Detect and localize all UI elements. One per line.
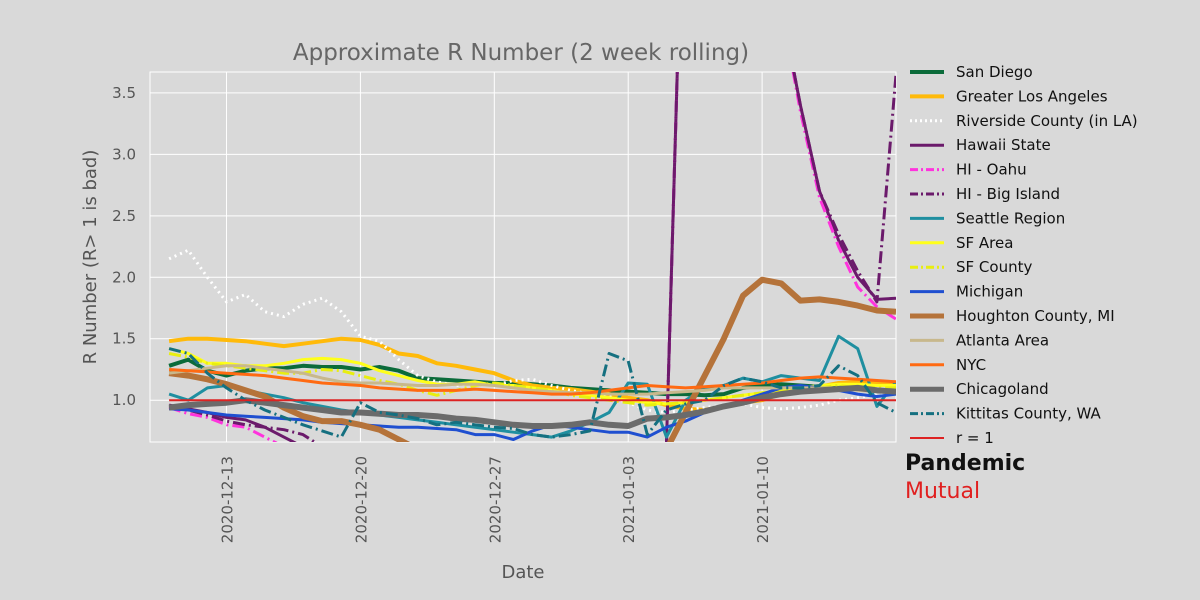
legend-label: r = 1 [956, 429, 994, 447]
legend-label: Michigan [956, 283, 1023, 301]
brand-tagline: Mutual [905, 479, 980, 504]
y-tick-label: 3.5 [112, 84, 136, 102]
legend-label: San Diego [956, 63, 1033, 81]
brand-name: Pandemic [905, 451, 1025, 476]
legend-label: Chicagoland [956, 380, 1049, 398]
x-tick-label: 2020-12-20 [352, 456, 370, 543]
x-tick-label: 2020-12-27 [486, 456, 504, 543]
legend-label: HI - Big Island [956, 185, 1060, 203]
y-axis-label: R Number (R> 1 is bad) [80, 150, 101, 365]
legend-label: SF County [956, 258, 1032, 276]
y-tick-label: 2.0 [112, 268, 136, 286]
series-line [168, 72, 896, 442]
legend-label: HI - Oahu [956, 161, 1027, 179]
series-line [168, 384, 896, 429]
legend-label: Kittitas County, WA [956, 405, 1102, 423]
x-tick-label: 2021-01-03 [620, 456, 638, 543]
legend: San Diego Greater Los Angeles Riverside Co… [910, 63, 1138, 447]
chart-title: Approximate R Number (2 week rolling) [293, 40, 749, 66]
y-tick-label: 1.0 [112, 391, 136, 409]
legend-label: Hawaii State [956, 136, 1051, 154]
legend-label: Riverside County (in LA) [956, 112, 1138, 130]
x-tick-label: 2021-01-10 [754, 456, 772, 543]
series-layer [168, 72, 896, 442]
legend-label: SF Area [956, 234, 1013, 252]
series-line [168, 364, 896, 396]
y-tick-label: 3.0 [112, 145, 136, 163]
x-tick-label: 2020-12-13 [219, 456, 237, 543]
series-line [168, 347, 896, 439]
series-line [168, 276, 896, 442]
plot-frame [149, 71, 897, 443]
legend-label: Atlanta Area [956, 331, 1049, 349]
series-line [169, 368, 896, 396]
legend-label: NYC [956, 356, 986, 374]
series-line [168, 248, 896, 414]
x-axis-label: Date [501, 562, 544, 583]
y-tick-label: 1.5 [112, 330, 136, 348]
legend-label: Greater Los Angeles [956, 87, 1108, 105]
y-tick-label: 2.5 [112, 207, 136, 225]
legend-label: Houghton County, MI [956, 307, 1115, 325]
x-axis-ticks: 2020-12-13 2020-12-20 2020-12-27 2021-01-03… [219, 456, 773, 543]
legend-label: Seattle Region [956, 209, 1065, 227]
y-axis-ticks: 1.0 1.5 2.0 2.5 3.0 3.5 [112, 84, 136, 409]
